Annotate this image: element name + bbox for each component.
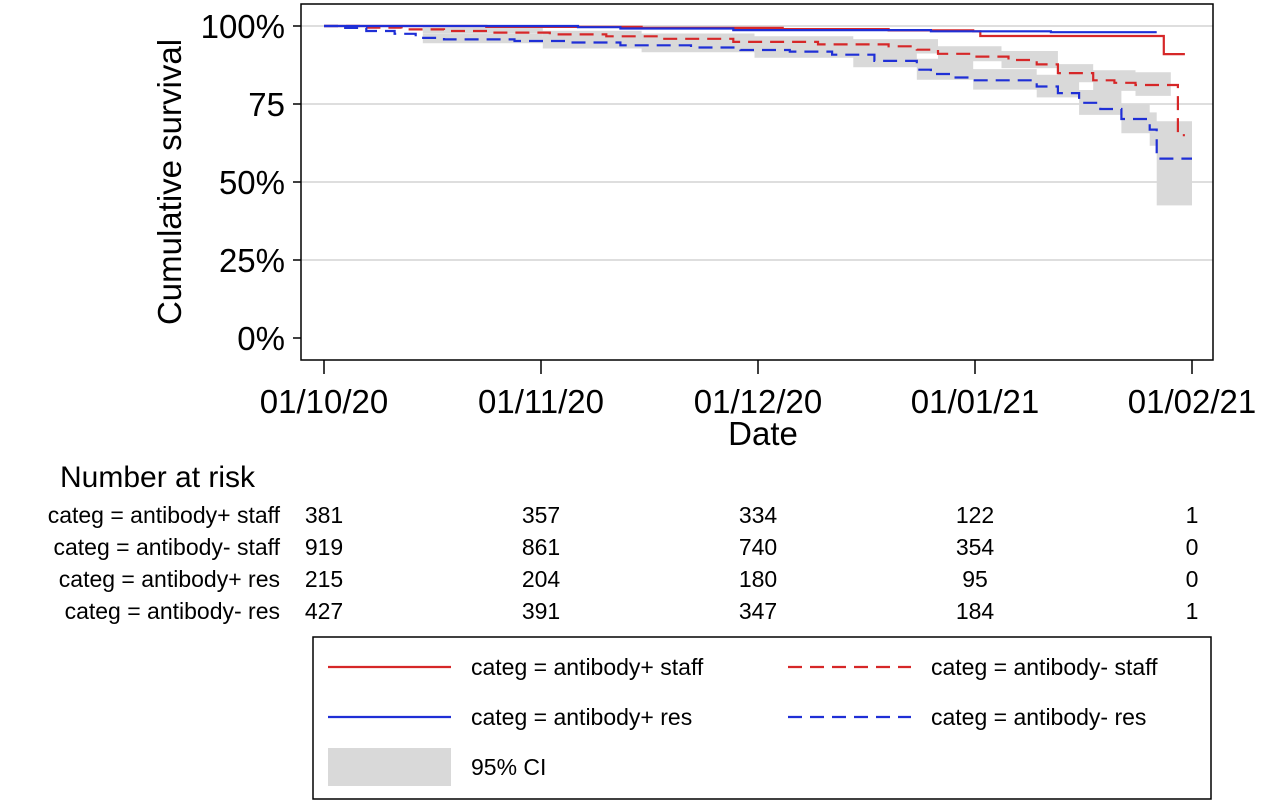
risk-value: 215	[305, 566, 343, 592]
risk-value: 1	[1186, 502, 1199, 528]
legend-label: 95% CI	[471, 754, 546, 780]
risk-row-label: categ = antibody- res	[65, 598, 280, 624]
risk-table-title: Number at risk	[60, 461, 256, 494]
x-tick-label: 01/01/21	[911, 383, 1039, 420]
risk-value: 354	[956, 534, 995, 560]
legend-item: 95% CI	[328, 748, 546, 786]
risk-value: 427	[305, 598, 343, 624]
risk-row-label: categ = antibody+ staff	[48, 502, 281, 528]
risk-value: 1	[1186, 598, 1199, 624]
legend-swatch	[328, 748, 451, 786]
risk-value: 0	[1186, 534, 1199, 560]
risk-value: 740	[739, 534, 777, 560]
risk-value: 391	[522, 598, 560, 624]
x-tick-label: 01/10/20	[260, 383, 388, 420]
ci-band-series-4	[324, 26, 1192, 206]
y-axis-title: Cumulative survival	[151, 39, 188, 325]
risk-value: 204	[522, 566, 561, 592]
risk-table: Number at risk categ = antibody+ staff 38…	[48, 461, 1199, 624]
risk-row-label: categ = antibody+ res	[59, 566, 280, 592]
risk-value: 334	[739, 502, 778, 528]
risk-row-label: categ = antibody- staff	[53, 534, 280, 560]
risk-value: 0	[1186, 566, 1199, 592]
legend-label: categ = antibody- staff	[931, 654, 1158, 680]
risk-value: 919	[305, 534, 343, 560]
legend-label: categ = antibody+ staff	[471, 654, 704, 680]
series-line-3	[324, 24, 1157, 34]
y-tick-label: 25%	[219, 242, 285, 279]
risk-value: 381	[305, 502, 343, 528]
risk-value: 184	[956, 598, 995, 624]
risk-value: 180	[739, 566, 777, 592]
y-tick-label: 100%	[201, 8, 285, 45]
x-tick-label: 01/11/20	[478, 383, 604, 420]
y-tick-label: 50%	[219, 164, 285, 201]
legend-item: categ = antibody- staff	[788, 654, 1158, 680]
risk-value: 357	[522, 502, 560, 528]
risk-value: 122	[956, 502, 994, 528]
legend-label: categ = antibody- res	[931, 704, 1146, 730]
legend-label: categ = antibody+ res	[471, 704, 692, 730]
legend-item: categ = antibody+ staff	[328, 654, 704, 680]
y-tick-label: 75	[248, 86, 285, 123]
plot-area: 0% 25% 50% 75 100% 01/10/20 01/11/20 01/12/20 01…	[201, 3, 1256, 420]
legend-item: categ = antibody- res	[788, 704, 1146, 730]
risk-value: 347	[739, 598, 777, 624]
series-line-2	[324, 24, 1185, 137]
legend-item: categ = antibody+ res	[328, 704, 692, 730]
risk-value: 861	[522, 534, 560, 560]
x-tick-label: 01/12/20	[694, 383, 822, 420]
x-tick-label: 01/02/21	[1128, 383, 1256, 420]
legend-box	[312, 636, 1212, 800]
y-tick-label: 0%	[237, 320, 285, 357]
risk-value: 95	[962, 566, 988, 592]
series-line-4	[324, 24, 1192, 160]
legend: categ = antibody+ staff categ = antibody-…	[312, 636, 1212, 800]
x-axis-title: Date	[728, 415, 798, 452]
